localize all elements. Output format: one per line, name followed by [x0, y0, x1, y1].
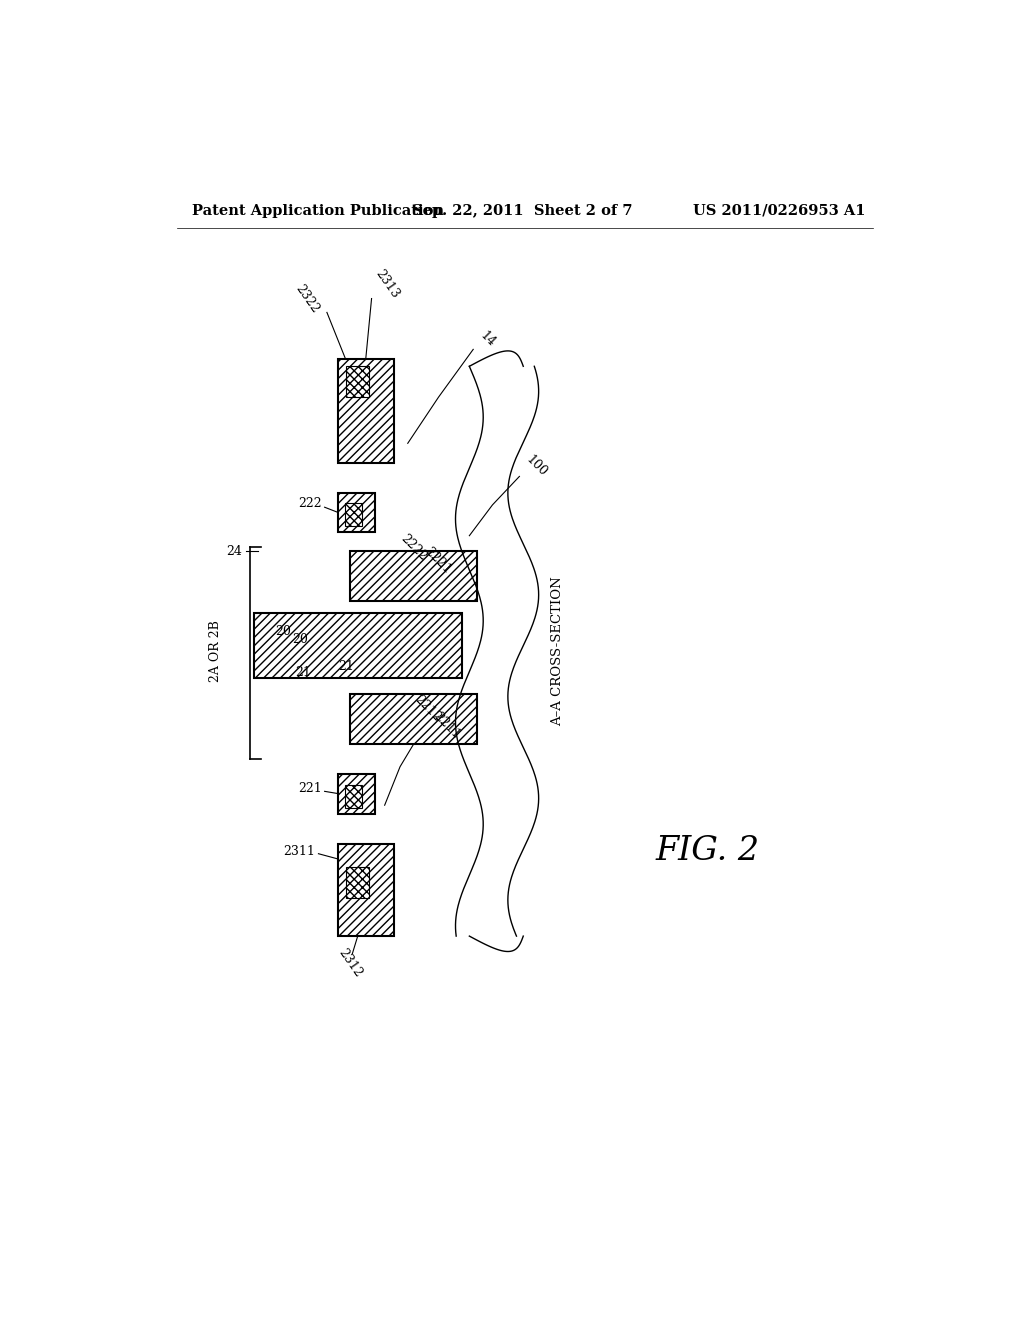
Text: 2312: 2312 — [336, 946, 365, 979]
Text: 222: 222 — [298, 496, 322, 510]
Bar — [339, 843, 394, 936]
Text: 100: 100 — [523, 453, 550, 479]
Text: 21: 21 — [338, 660, 354, 673]
Text: 24: 24 — [226, 545, 243, 557]
Bar — [339, 775, 376, 814]
Text: 221: 221 — [298, 781, 322, 795]
Text: 14: 14 — [477, 329, 498, 350]
Text: Patent Application Publication: Patent Application Publication — [193, 203, 444, 218]
Bar — [254, 612, 462, 678]
Bar — [350, 693, 477, 743]
Bar — [346, 367, 370, 397]
Bar — [350, 552, 477, 601]
Text: Sep. 22, 2011  Sheet 2 of 7: Sep. 22, 2011 Sheet 2 of 7 — [412, 203, 632, 218]
Text: 2A OR 2B: 2A OR 2B — [209, 620, 222, 682]
Text: 2211: 2211 — [431, 710, 463, 742]
Text: A–A CROSS-SECTION: A–A CROSS-SECTION — [551, 577, 564, 726]
Text: 2221: 2221 — [422, 545, 454, 576]
Text: 2311: 2311 — [284, 845, 315, 858]
Text: FIG. 2: FIG. 2 — [656, 836, 760, 867]
Bar — [345, 503, 361, 525]
Bar — [339, 494, 376, 532]
Text: 21: 21 — [296, 667, 311, 680]
Bar — [346, 867, 370, 898]
Text: 2313: 2313 — [373, 267, 402, 301]
Text: 2212: 2212 — [412, 693, 443, 725]
Text: 20: 20 — [274, 626, 291, 639]
Text: 2222: 2222 — [398, 532, 430, 564]
Bar — [339, 359, 394, 462]
Text: 20: 20 — [292, 632, 308, 645]
Bar — [345, 785, 361, 808]
Text: US 2011/0226953 A1: US 2011/0226953 A1 — [692, 203, 865, 218]
Text: 2322: 2322 — [293, 282, 322, 315]
